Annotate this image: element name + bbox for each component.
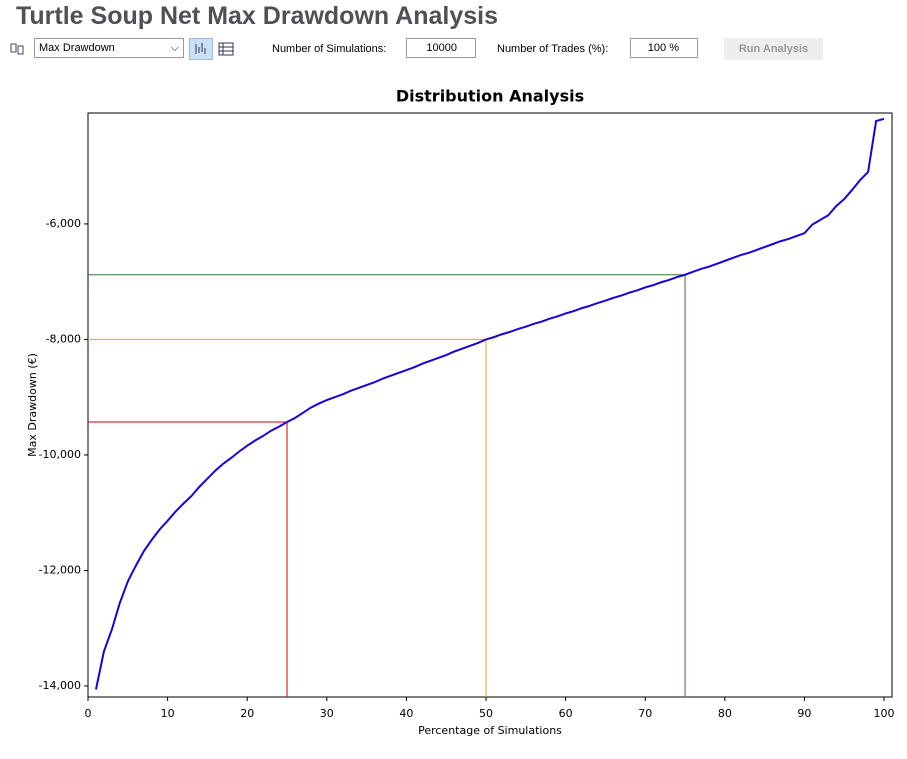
metric-dropdown[interactable]: Max Drawdown ⌵ xyxy=(34,38,184,58)
plot-frame xyxy=(87,112,893,698)
dropdown-arrow: ⌵ xyxy=(170,41,179,54)
x-tick-label: 100 xyxy=(874,707,895,720)
y-axis-label: Max Drawdown (€) xyxy=(26,353,39,457)
trades-input[interactable]: 100 % xyxy=(630,38,698,58)
x-tick-label: 10 xyxy=(161,707,175,720)
trades-label: Number of Trades (%): xyxy=(497,43,609,55)
x-tick-label: 20 xyxy=(240,707,254,720)
table-view-button[interactable] xyxy=(216,38,236,60)
x-axis-label: Percentage of Simulations xyxy=(418,724,562,737)
x-tick-label: 60 xyxy=(559,707,573,720)
x-tick-label: 70 xyxy=(638,707,652,720)
run-button[interactable]: Run Analysis xyxy=(724,38,823,60)
metric-value: Max Drawdown xyxy=(39,42,115,54)
icon xyxy=(218,42,234,56)
x-tick-label: 30 xyxy=(320,707,334,720)
swap-icon[interactable] xyxy=(8,38,26,60)
page-title: Turtle Soup Net Max Drawdown Analysis xyxy=(16,2,499,30)
simulations-label: Number of Simulations: xyxy=(272,43,387,55)
icon xyxy=(10,43,24,55)
x-tick-label: 80 xyxy=(718,707,732,720)
data-line xyxy=(94,117,885,690)
chart-view-button[interactable] xyxy=(189,38,213,60)
y-tick-label: -14,000 xyxy=(39,679,81,692)
y-tick-label: -12,000 xyxy=(39,563,81,576)
y-tick-label: -6,000 xyxy=(46,217,81,230)
chart-title: Distribution Analysis xyxy=(396,87,584,106)
x-tick-label: 0 xyxy=(85,707,92,720)
x-tick-label: 90 xyxy=(797,707,811,720)
x-tick-label: 50 xyxy=(479,707,493,720)
x-tick-label: 40 xyxy=(399,707,413,720)
simulations-input[interactable]: 10000 xyxy=(406,38,476,58)
y-tick-label: -8,000 xyxy=(46,332,81,345)
y-tick-label: -10,000 xyxy=(39,448,81,461)
icon xyxy=(195,43,206,54)
